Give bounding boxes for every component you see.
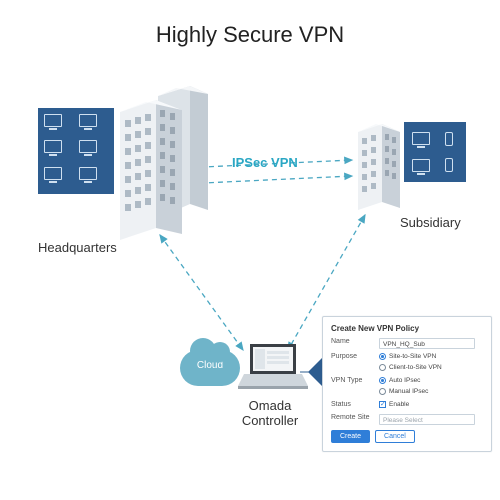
create-button[interactable]: Create xyxy=(331,430,370,443)
phone-icon xyxy=(445,132,453,146)
type-opt-auto[interactable]: Auto IPsec xyxy=(379,377,420,384)
status-enable[interactable]: Enable xyxy=(379,401,409,408)
monitor-icon xyxy=(44,114,62,127)
sub-label: Subsidiary xyxy=(400,215,461,230)
dialog-title: Create New VPN Policy xyxy=(331,324,483,333)
monitor-icon xyxy=(79,114,97,127)
monitor-icon xyxy=(79,140,97,153)
vpn-link-label: IPSec VPN xyxy=(232,155,298,170)
purpose-opt-client[interactable]: Client-to-Site VPN xyxy=(379,364,442,371)
monitor-icon xyxy=(44,140,62,153)
sub-devices-panel xyxy=(404,122,466,182)
type-label: VPN Type xyxy=(331,377,375,384)
vpn-policy-dialog: Create New VPN Policy Name VPN_HQ_Sub Pu… xyxy=(322,316,492,452)
omada-label-2: Controller xyxy=(230,413,310,428)
phone-icon xyxy=(445,158,453,172)
remote-label: Remote Site xyxy=(331,414,375,421)
diagram-canvas: Highly Secure VPN IPSec VPN xyxy=(0,0,500,500)
omada-label-1: Omada xyxy=(230,398,310,413)
purpose-opt-site[interactable]: Site-to-Site VPN xyxy=(379,353,436,360)
monitor-icon xyxy=(412,159,430,172)
monitor-icon xyxy=(79,167,97,180)
laptop-icon xyxy=(238,340,308,395)
hq-building xyxy=(110,78,210,253)
hq-label: Headquarters xyxy=(38,240,117,255)
name-input[interactable]: VPN_HQ_Sub xyxy=(379,338,475,349)
cloud-label: Cloud xyxy=(180,360,240,371)
purpose-label: Purpose xyxy=(331,353,375,360)
remote-select[interactable]: Please Select xyxy=(379,414,475,425)
monitor-icon xyxy=(412,132,430,145)
status-label: Status xyxy=(331,401,375,408)
sub-building xyxy=(350,110,410,220)
type-opt-manual[interactable]: Manual IPsec xyxy=(379,388,428,395)
monitor-icon xyxy=(44,167,62,180)
cloud-icon: Cloud xyxy=(180,350,240,386)
name-label: Name xyxy=(331,338,375,345)
hq-devices-panel xyxy=(38,108,114,194)
cancel-button[interactable]: Cancel xyxy=(375,430,415,443)
